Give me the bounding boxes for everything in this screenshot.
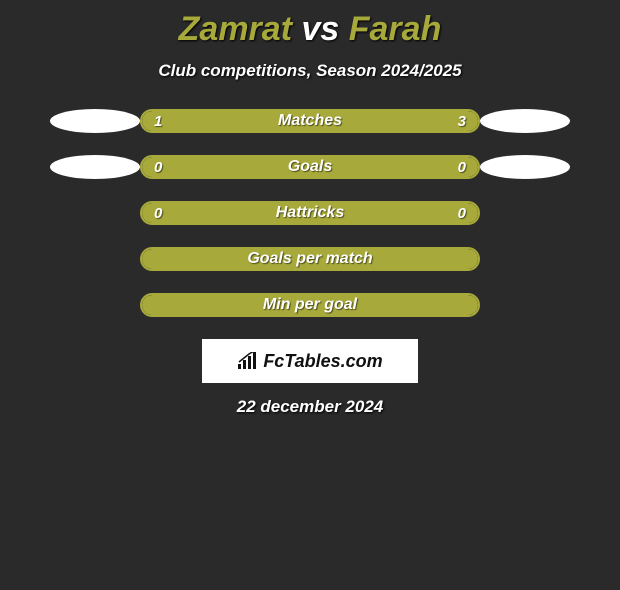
stat-label: Min per goal xyxy=(142,296,478,314)
player2-marker xyxy=(480,155,570,179)
title-player1: Zamrat xyxy=(179,10,292,48)
stat-bar: Goals per match xyxy=(140,247,480,271)
stat-label: Goals xyxy=(142,158,478,176)
logo-box: FcTables.com xyxy=(202,339,418,383)
side-left xyxy=(40,109,140,133)
stat-label: Goals per match xyxy=(142,250,478,268)
subtitle: Club competitions, Season 2024/2025 xyxy=(0,61,620,81)
side-right xyxy=(480,109,580,133)
player1-marker xyxy=(50,155,140,179)
stat-label: Matches xyxy=(142,112,478,130)
stat-row: Goals per match xyxy=(0,247,620,271)
stat-bar: 13Matches xyxy=(140,109,480,133)
stat-bar: Min per goal xyxy=(140,293,480,317)
stat-bar: 00Goals xyxy=(140,155,480,179)
date-label: 22 december 2024 xyxy=(0,397,620,417)
side-left xyxy=(40,155,140,179)
player2-marker xyxy=(480,109,570,133)
stat-row: 00Goals xyxy=(0,155,620,179)
stat-label: Hattricks xyxy=(142,204,478,222)
title-player2: Farah xyxy=(349,10,442,48)
chart-icon xyxy=(237,352,259,370)
stat-row: 13Matches xyxy=(0,109,620,133)
stat-row: 00Hattricks xyxy=(0,201,620,225)
stat-row: Min per goal xyxy=(0,293,620,317)
player1-marker xyxy=(50,109,140,133)
logo: FcTables.com xyxy=(237,351,382,372)
logo-text: FcTables.com xyxy=(263,351,382,372)
title-vs: vs xyxy=(301,10,339,48)
stat-bar: 00Hattricks xyxy=(140,201,480,225)
page-title: Zamrat vs Farah xyxy=(0,10,620,49)
side-right xyxy=(480,155,580,179)
stats-rows: 13Matches 00Goals 00Hattricks Goals per mat… xyxy=(0,109,620,317)
